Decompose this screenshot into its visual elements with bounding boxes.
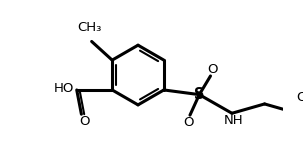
Text: CH₃: CH₃: [78, 21, 102, 34]
Text: O: O: [297, 91, 303, 104]
Text: O: O: [207, 63, 218, 76]
Text: S: S: [194, 87, 205, 102]
Text: O: O: [183, 116, 193, 129]
Text: HO: HO: [54, 82, 74, 95]
Text: O: O: [79, 115, 89, 128]
Text: NH: NH: [224, 114, 244, 127]
